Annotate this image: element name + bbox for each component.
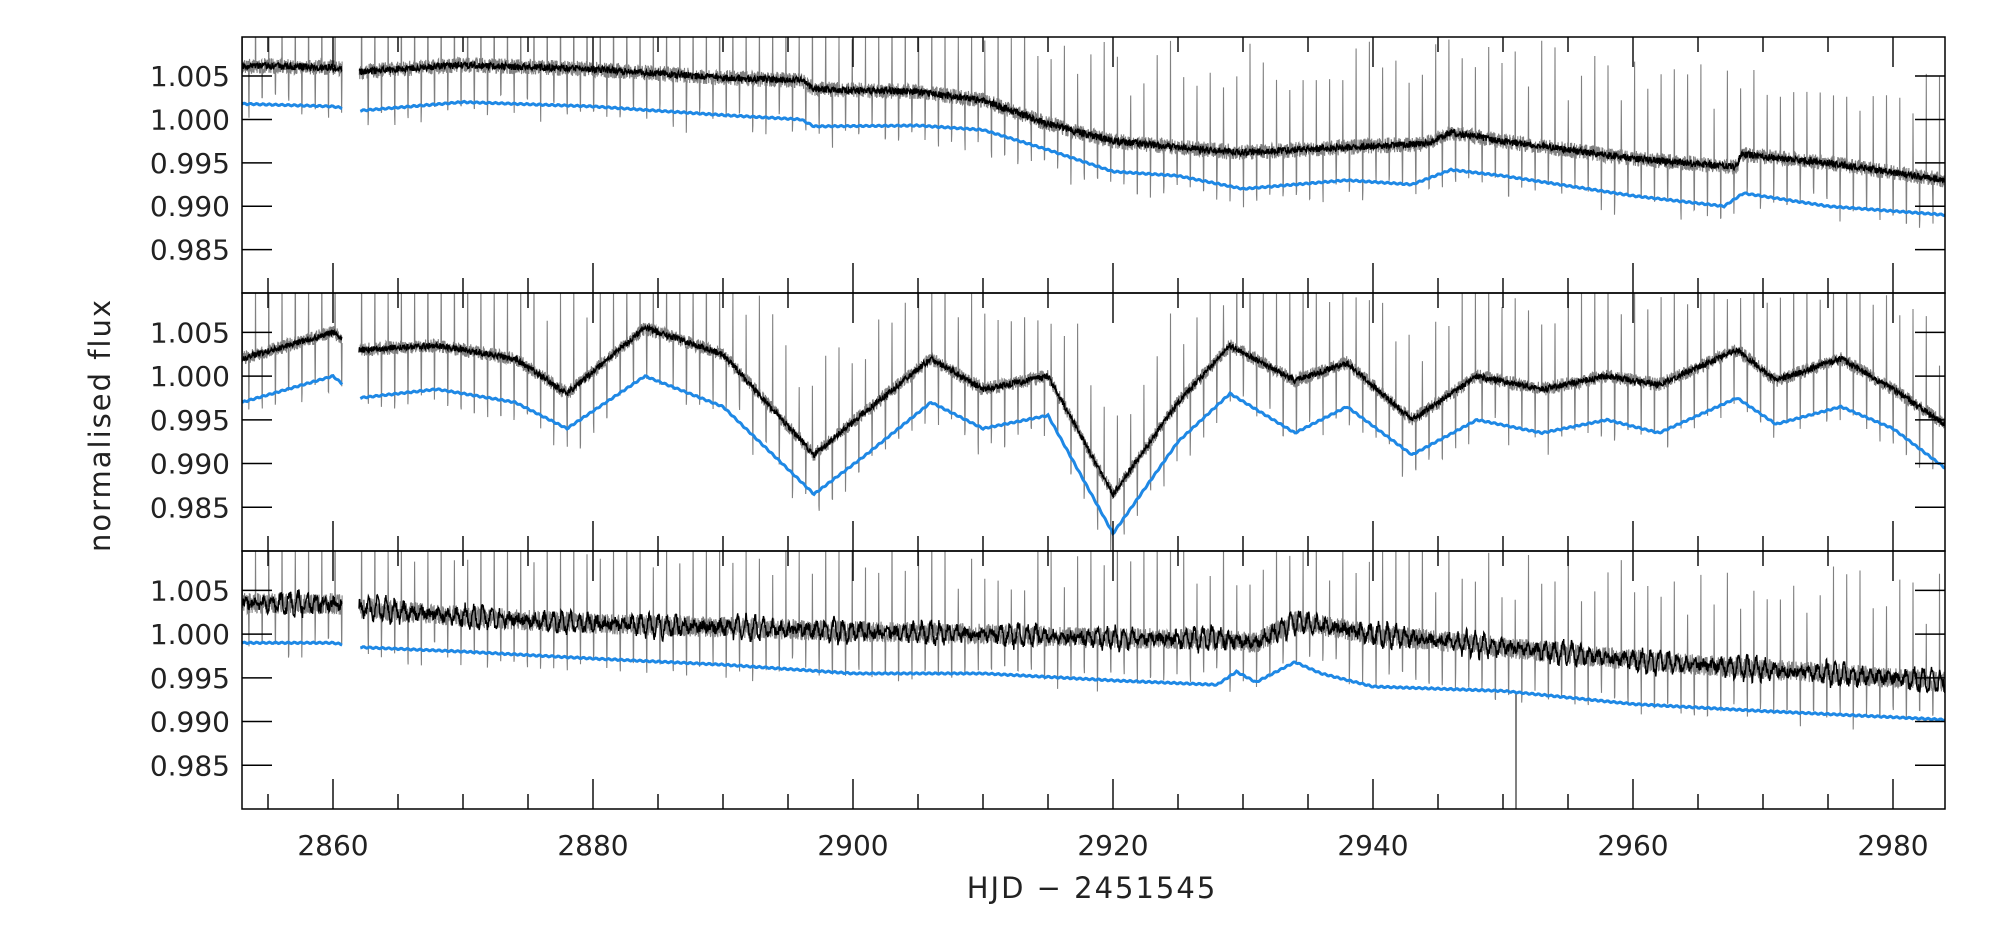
y-tick-label: 1.005	[150, 316, 230, 349]
y-tick-label: 0.990	[150, 190, 230, 223]
model-flux-series	[242, 640, 1945, 722]
raw-flux-series	[242, 293, 1945, 551]
model-flux-series	[242, 373, 1945, 537]
panel-1	[242, 37, 1945, 228]
x-tick-label: 2880	[557, 829, 628, 862]
x-tick-label: 2900	[817, 829, 888, 862]
x-tick-label: 2920	[1077, 829, 1148, 862]
panels-layer	[242, 37, 1945, 809]
y-tick-label: 1.000	[150, 103, 230, 136]
panel-2-frame	[241, 292, 1946, 552]
x-tick-label: 2940	[1337, 829, 1408, 862]
y-tick-label: 0.995	[150, 662, 230, 695]
y-tick-label: 0.990	[150, 706, 230, 739]
model-flux-series	[242, 99, 1945, 218]
y-axis-label: normalised flux	[83, 298, 117, 552]
y-tick-label: 0.995	[150, 404, 230, 437]
binned-flux-series	[242, 60, 1945, 184]
x-tick-label: 2960	[1597, 829, 1668, 862]
binned-flux-series	[242, 589, 1945, 694]
ticks-layer: 0.985 0.990 0.995 1.000 1.005 0.985 0.990 0.995…	[150, 36, 1946, 862]
y-tick-label: 0.985	[150, 749, 230, 782]
y-tick-label: 0.985	[150, 491, 230, 524]
y-tick-label: 0.995	[150, 147, 230, 180]
raw-flux-series	[242, 37, 1945, 228]
y-tick-label: 0.990	[150, 448, 230, 481]
x-tick-label: 2860	[297, 829, 368, 862]
y-tick-label: 0.985	[150, 234, 230, 267]
y-tick-label: 1.005	[150, 60, 230, 93]
panel-3	[242, 551, 1945, 809]
y-tick-label: 1.005	[150, 574, 230, 607]
y-tick-label: 1.000	[150, 618, 230, 651]
x-tick-label: 2980	[1857, 829, 1928, 862]
panel-2	[242, 293, 1945, 551]
binned-flux-series	[242, 323, 1945, 499]
panel-3-frame	[241, 550, 1946, 810]
raw-flux-series	[242, 551, 1945, 730]
x-axis-label: HJD − 2451545	[967, 871, 1218, 905]
y-tick-label: 1.000	[150, 360, 230, 393]
